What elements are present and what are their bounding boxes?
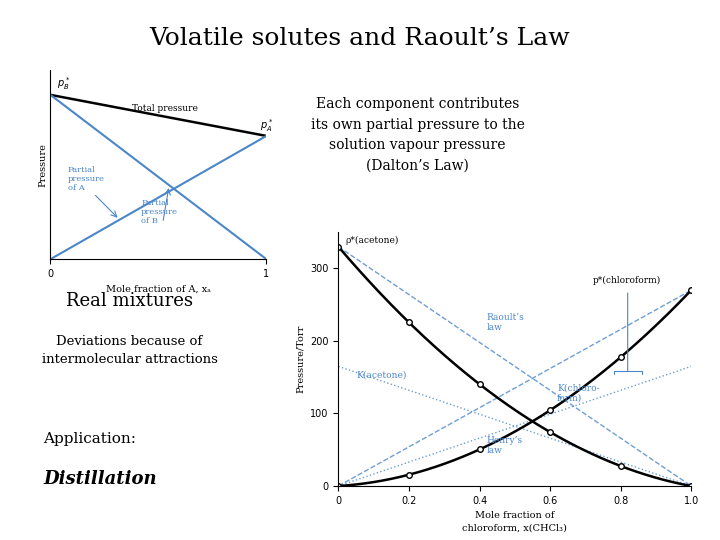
Text: K(acetone): K(acetone) (356, 370, 406, 379)
Text: Henry’s
law: Henry’s law (487, 436, 523, 455)
Text: Application:: Application: (43, 432, 136, 446)
Text: Distillation: Distillation (43, 470, 157, 488)
Text: Deviations because of
intermolecular attractions: Deviations because of intermolecular att… (42, 335, 217, 366)
Text: Real mixtures: Real mixtures (66, 292, 193, 309)
Text: Partial
pressure
of B: Partial pressure of B (141, 199, 178, 225)
Text: Total pressure: Total pressure (132, 104, 198, 113)
Text: Each component contributes
its own partial pressure to the
solution vapour press: Each component contributes its own parti… (310, 97, 525, 173)
Text: K(chloro-
form): K(chloro- form) (557, 383, 600, 402)
Y-axis label: Pressure/Torr: Pressure/Torr (296, 325, 305, 393)
X-axis label: Mole fraction of A, xₐ: Mole fraction of A, xₐ (106, 285, 211, 293)
Text: Volatile solutes and Raoult’s Law: Volatile solutes and Raoult’s Law (150, 27, 570, 50)
Text: p*(chloroform): p*(chloroform) (593, 276, 661, 285)
Text: Partial
pressure
of A: Partial pressure of A (68, 166, 104, 192)
Text: ρ*(acetone): ρ*(acetone) (346, 236, 399, 245)
Text: Raoult’s
law: Raoult’s law (487, 313, 524, 332)
Text: $p^*_B$: $p^*_B$ (57, 75, 70, 92)
Text: $p^*_A$: $p^*_A$ (260, 118, 273, 134)
X-axis label: Mole fraction of
chloroform, x(CHCl₃): Mole fraction of chloroform, x(CHCl₃) (462, 511, 567, 532)
Y-axis label: Pressure: Pressure (39, 143, 48, 187)
